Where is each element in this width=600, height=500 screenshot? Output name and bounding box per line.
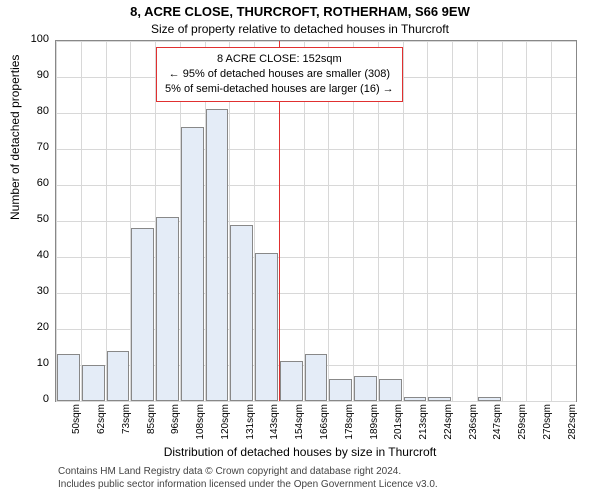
histogram-bar: [206, 109, 229, 401]
gridline-v: [452, 41, 453, 401]
xtick-label: 96sqm: [170, 404, 181, 444]
gridline-h: [56, 401, 576, 402]
ytick-label: 30: [25, 285, 49, 297]
ytick-label: 70: [25, 141, 49, 153]
xtick-label: 73sqm: [121, 404, 132, 444]
gridline-v: [502, 41, 503, 401]
gridline-h: [56, 149, 576, 150]
xtick-label: 247sqm: [492, 404, 503, 444]
ytick-label: 100: [25, 33, 49, 45]
chart-callout: 8 ACRE CLOSE: 152sqm← 95% of detached ho…: [156, 47, 403, 102]
chart-footer: Contains HM Land Registry data © Crown c…: [58, 465, 438, 491]
ytick-label: 20: [25, 321, 49, 333]
gridline-h: [56, 185, 576, 186]
ytick-label: 50: [25, 213, 49, 225]
xtick-label: 236sqm: [468, 404, 479, 444]
ytick-label: 0: [25, 393, 49, 405]
callout-line: 8 ACRE CLOSE: 152sqm: [165, 52, 394, 67]
footer-line-2: Includes public sector information licen…: [58, 478, 438, 491]
histogram-bar: [107, 351, 130, 401]
histogram-bar: [230, 225, 253, 401]
histogram-bar: [379, 379, 402, 401]
histogram-bar: [131, 228, 154, 401]
xtick-label: 259sqm: [517, 404, 528, 444]
gridline-h: [56, 41, 576, 42]
histogram-bar: [305, 354, 328, 401]
xtick-label: 108sqm: [195, 404, 206, 444]
xtick-label: 154sqm: [294, 404, 305, 444]
gridline-h: [56, 221, 576, 222]
gridline-v: [81, 41, 82, 401]
xtick-label: 62sqm: [96, 404, 107, 444]
gridline-v: [427, 41, 428, 401]
xtick-label: 143sqm: [269, 404, 280, 444]
xtick-label: 224sqm: [443, 404, 454, 444]
gridline-h: [56, 113, 576, 114]
histogram-bar: [82, 365, 105, 401]
histogram-bar: [156, 217, 179, 401]
gridline-v: [551, 41, 552, 401]
gridline-v: [477, 41, 478, 401]
xtick-label: 201sqm: [393, 404, 404, 444]
x-axis-label: Distribution of detached houses by size …: [0, 445, 600, 459]
footer-line-1: Contains HM Land Registry data © Crown c…: [58, 465, 438, 478]
xtick-label: 282sqm: [567, 404, 578, 444]
chart-title-main: 8, ACRE CLOSE, THURCROFT, ROTHERHAM, S66…: [0, 4, 600, 19]
xtick-label: 270sqm: [542, 404, 553, 444]
gridline-v: [403, 41, 404, 401]
xtick-label: 120sqm: [220, 404, 231, 444]
histogram-bar: [255, 253, 278, 401]
chart-title-sub: Size of property relative to detached ho…: [0, 22, 600, 36]
xtick-label: 213sqm: [418, 404, 429, 444]
ytick-label: 40: [25, 249, 49, 261]
xtick-label: 178sqm: [344, 404, 355, 444]
xtick-label: 166sqm: [319, 404, 330, 444]
histogram-bar: [428, 397, 451, 401]
histogram-bar: [354, 376, 377, 401]
ytick-label: 90: [25, 69, 49, 81]
xtick-label: 85sqm: [146, 404, 157, 444]
histogram-bar: [329, 379, 352, 401]
xtick-label: 50sqm: [71, 404, 82, 444]
ytick-label: 80: [25, 105, 49, 117]
xtick-label: 131sqm: [245, 404, 256, 444]
y-axis-label: Number of detached properties: [8, 55, 22, 220]
callout-line: 5% of semi-detached houses are larger (1…: [165, 82, 394, 97]
gridline-v: [106, 41, 107, 401]
chart-plot-area: 8 ACRE CLOSE: 152sqm← 95% of detached ho…: [55, 40, 577, 402]
histogram-bar: [478, 397, 501, 401]
histogram-bar: [404, 397, 427, 401]
ytick-label: 60: [25, 177, 49, 189]
histogram-bar: [280, 361, 303, 401]
gridline-v: [526, 41, 527, 401]
xtick-label: 189sqm: [369, 404, 380, 444]
callout-line: ← 95% of detached houses are smaller (30…: [165, 67, 394, 82]
histogram-bar: [181, 127, 204, 401]
ytick-label: 10: [25, 357, 49, 369]
histogram-bar: [57, 354, 80, 401]
gridline-v: [56, 41, 57, 401]
